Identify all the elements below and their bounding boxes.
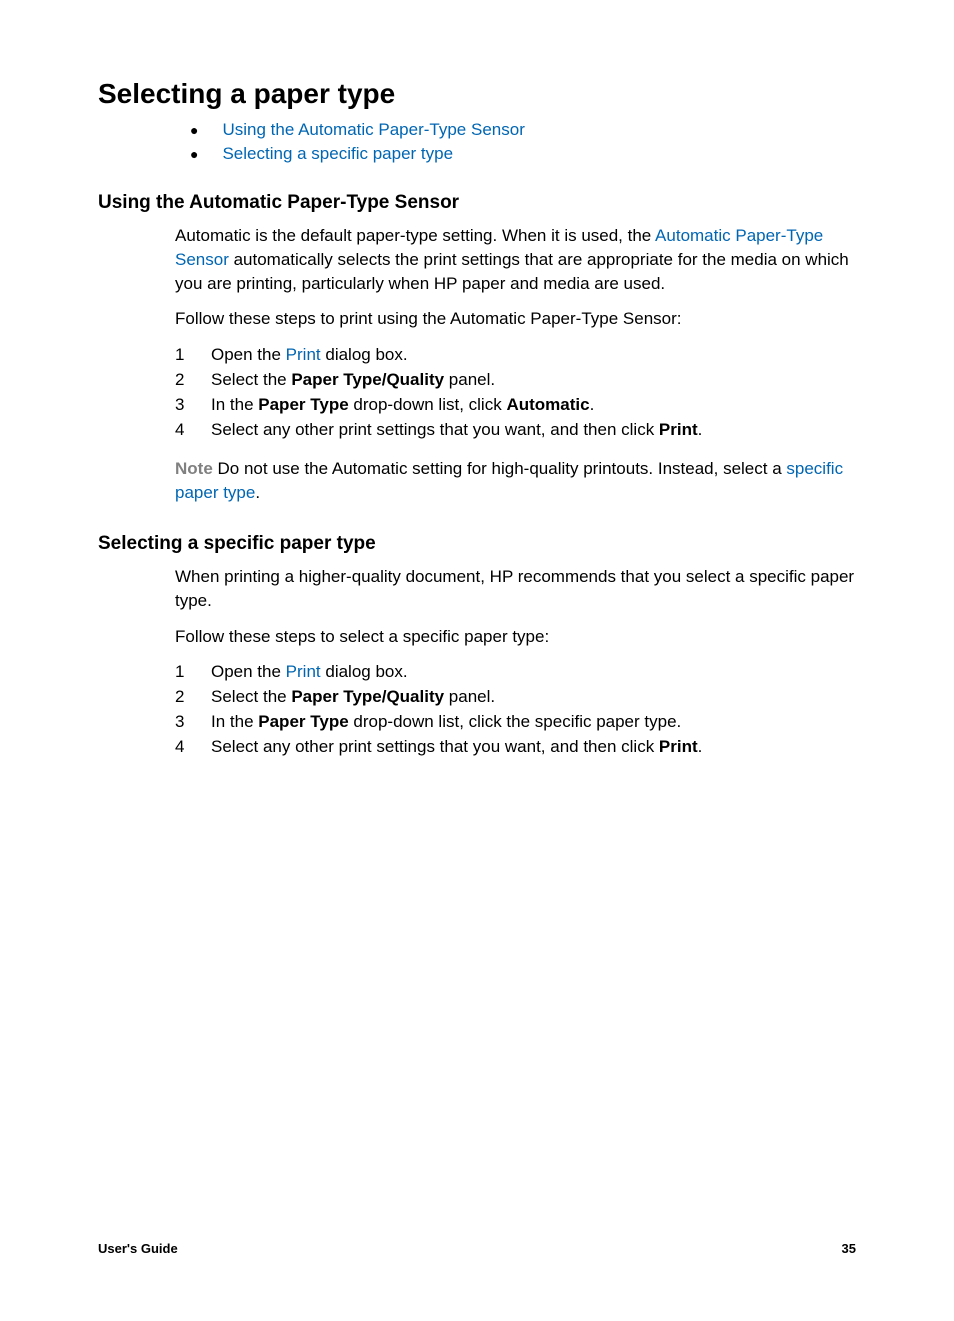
footer-title: User's Guide xyxy=(98,1241,178,1256)
step-text: Select any other print settings that you… xyxy=(211,420,659,439)
section2: Selecting a specific paper type When pri… xyxy=(98,533,856,759)
step-item: 1 Open the Print dialog box. xyxy=(175,660,856,684)
section1-intro: Automatic is the default paper-type sett… xyxy=(175,224,856,295)
step-text: Select the xyxy=(211,687,291,706)
step-bold: Paper Type/Quality xyxy=(291,370,444,389)
section1-note: Note Do not use the Automatic setting fo… xyxy=(175,457,856,505)
note-text: Do not use the Automatic setting for hig… xyxy=(213,459,787,478)
step-text: dialog box. xyxy=(321,345,408,364)
toc-item: ● Selecting a specific paper type xyxy=(190,144,856,164)
step-text: Open the xyxy=(211,662,286,681)
step-text: panel. xyxy=(444,687,495,706)
step-text: . xyxy=(590,395,595,414)
step-bold: Paper Type xyxy=(258,395,348,414)
toc-link-specific-paper[interactable]: Selecting a specific paper type xyxy=(222,144,453,164)
section2-steps: 1 Open the Print dialog box. 2 Select th… xyxy=(175,660,856,758)
step-content: Open the Print dialog box. xyxy=(211,343,856,367)
step-item: 4 Select any other print settings that y… xyxy=(175,735,856,759)
step-text: panel. xyxy=(444,370,495,389)
step-number: 2 xyxy=(175,368,211,392)
step-number: 3 xyxy=(175,393,211,417)
step-number: 1 xyxy=(175,660,211,684)
section-heading-automatic: Using the Automatic Paper-Type Sensor xyxy=(98,192,856,214)
step-bold: Print xyxy=(659,737,698,756)
print-link[interactable]: Print xyxy=(286,345,321,364)
step-text: In the xyxy=(211,395,258,414)
step-text: In the xyxy=(211,712,258,731)
step-bold: Paper Type/Quality xyxy=(291,687,444,706)
page-content: Selecting a paper type ● Using the Autom… xyxy=(0,0,954,759)
step-text: Open the xyxy=(211,345,286,364)
page-footer: User's Guide 35 xyxy=(98,1241,856,1256)
step-number: 2 xyxy=(175,685,211,709)
step-item: 2 Select the Paper Type/Quality panel. xyxy=(175,685,856,709)
step-bold: Automatic xyxy=(506,395,589,414)
step-text: . xyxy=(698,737,703,756)
note-label: Note xyxy=(175,459,213,478)
intro-text-part1: Automatic is the default paper-type sett… xyxy=(175,226,655,245)
bullet-icon: ● xyxy=(190,122,198,138)
section2-intro: When printing a higher-quality document,… xyxy=(175,565,856,613)
toc-item: ● Using the Automatic Paper-Type Sensor xyxy=(190,120,856,140)
step-number: 4 xyxy=(175,735,211,759)
step-text: drop-down list, click the specific paper… xyxy=(349,712,682,731)
toc-link-automatic-sensor[interactable]: Using the Automatic Paper-Type Sensor xyxy=(222,120,524,140)
step-content: Open the Print dialog box. xyxy=(211,660,856,684)
step-content: In the Paper Type drop-down list, click … xyxy=(211,393,856,417)
step-number: 3 xyxy=(175,710,211,734)
section2-follow-text: Follow these steps to select a specific … xyxy=(175,625,856,649)
step-text: Select the xyxy=(211,370,291,389)
bullet-icon: ● xyxy=(190,146,198,162)
page-number: 35 xyxy=(842,1241,856,1256)
step-item: 3 In the Paper Type drop-down list, clic… xyxy=(175,710,856,734)
step-text: dialog box. xyxy=(321,662,408,681)
step-content: Select any other print settings that you… xyxy=(211,418,856,442)
step-content: Select the Paper Type/Quality panel. xyxy=(211,368,856,392)
step-content: Select the Paper Type/Quality panel. xyxy=(211,685,856,709)
step-item: 3 In the Paper Type drop-down list, clic… xyxy=(175,393,856,417)
step-number: 4 xyxy=(175,418,211,442)
section1-steps: 1 Open the Print dialog box. 2 Select th… xyxy=(175,343,856,441)
step-bold: Paper Type xyxy=(258,712,348,731)
note-text: . xyxy=(255,483,260,502)
step-text: Select any other print settings that you… xyxy=(211,737,659,756)
step-content: Select any other print settings that you… xyxy=(211,735,856,759)
step-number: 1 xyxy=(175,343,211,367)
step-item: 1 Open the Print dialog box. xyxy=(175,343,856,367)
section-heading-specific: Selecting a specific paper type xyxy=(98,533,856,555)
print-link[interactable]: Print xyxy=(286,662,321,681)
step-item: 4 Select any other print settings that y… xyxy=(175,418,856,442)
step-content: In the Paper Type drop-down list, click … xyxy=(211,710,856,734)
step-item: 2 Select the Paper Type/Quality panel. xyxy=(175,368,856,392)
intro-text-part2: automatically selects the print settings… xyxy=(175,250,849,293)
toc-list: ● Using the Automatic Paper-Type Sensor … xyxy=(190,120,856,164)
step-text: drop-down list, click xyxy=(349,395,507,414)
step-bold: Print xyxy=(659,420,698,439)
section1-follow-text: Follow these steps to print using the Au… xyxy=(175,307,856,331)
main-heading: Selecting a paper type xyxy=(98,78,856,110)
step-text: . xyxy=(698,420,703,439)
